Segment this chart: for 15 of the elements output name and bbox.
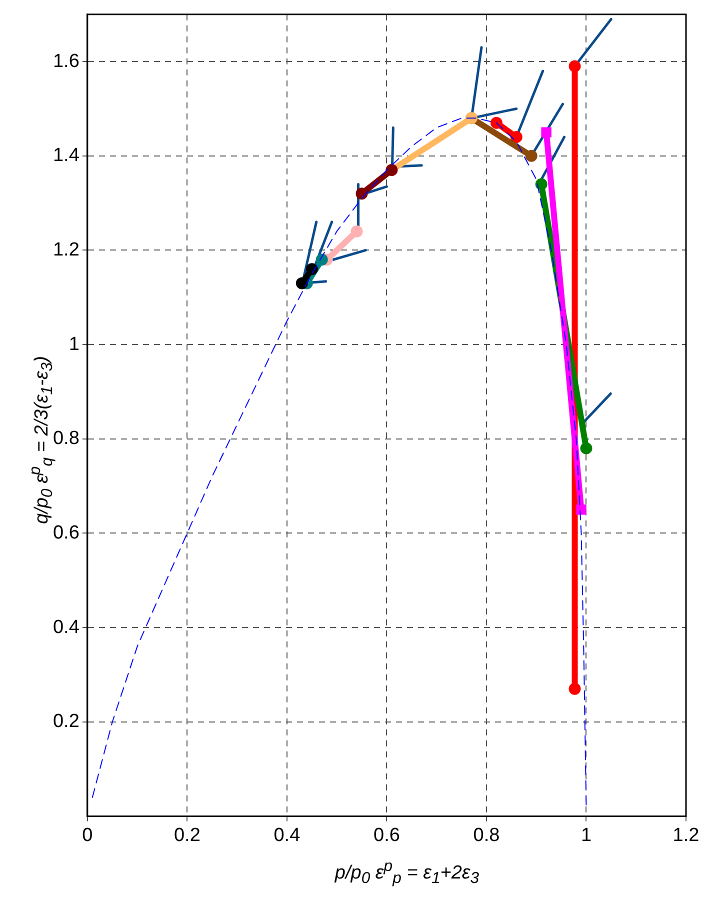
x-tick-label: 0.4 bbox=[274, 824, 301, 846]
y-tick-label: 1 bbox=[68, 334, 80, 355]
x-tick-label: 0.6 bbox=[373, 824, 400, 846]
x-tick-label: 0.8 bbox=[473, 824, 500, 846]
y-tick-label: 0.6 bbox=[52, 522, 80, 544]
text: p/p$_{0}$ ε$^{p}$$_{p}$ = ε$_{1}$+2ε$_{3}$ bbox=[334, 858, 480, 888]
y-tick-label: 1.6 bbox=[52, 50, 80, 72]
y-tick-label: 1.2 bbox=[52, 239, 80, 260]
x-tick-label: 0 bbox=[82, 824, 93, 846]
y-tick-label: 1.4 bbox=[52, 145, 80, 166]
y-tick-label: 0.4 bbox=[52, 616, 80, 638]
x-tick-label: 0.2 bbox=[174, 824, 200, 846]
x-tick-label: 1.2 bbox=[672, 824, 700, 846]
x-tick-label: 1 bbox=[580, 824, 592, 846]
y-tick-label: 0.2 bbox=[52, 711, 80, 732]
